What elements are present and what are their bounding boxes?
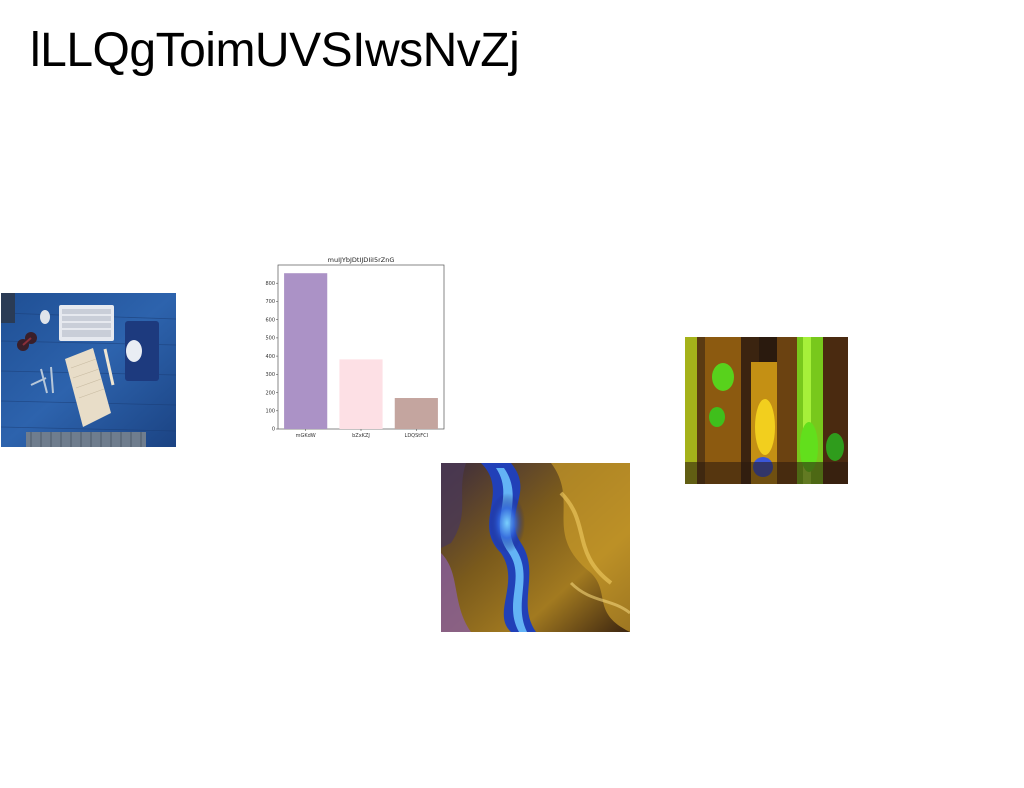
x-tick-label: LDQStFCI bbox=[405, 433, 429, 439]
y-tick-label: 300 bbox=[265, 372, 275, 378]
page-title: lLLQgToimUVSIwsNvZj bbox=[30, 24, 520, 77]
bar-LDQStFCI bbox=[394, 398, 438, 429]
y-tick-label: 0 bbox=[272, 427, 275, 433]
chart-title: muIJYbJDtIJDIiI5rZnG bbox=[328, 256, 395, 264]
y-tick-label: 700 bbox=[265, 299, 275, 305]
fluid-art-photo bbox=[441, 463, 630, 632]
x-tick-label: bZxKZJ bbox=[352, 433, 370, 439]
x-tick-label: mGKdW bbox=[296, 433, 316, 439]
bar-chart: muIJYbJDtIJDIiI5rZnG 0 100 200 300 400 500 600… bbox=[248, 252, 448, 444]
y-tick-label: 500 bbox=[265, 336, 275, 342]
bar-mGKdW bbox=[284, 273, 328, 429]
y-tick-label: 100 bbox=[265, 408, 275, 414]
bar-chart-svg: muIJYbJDtIJDIiI5rZnG 0 100 200 300 400 500 600… bbox=[265, 256, 445, 439]
y-tick-label: 200 bbox=[265, 390, 275, 396]
y-tick-label: 800 bbox=[265, 281, 275, 287]
y-tick-label: 400 bbox=[265, 354, 275, 360]
bar-bZxKZJ bbox=[339, 359, 383, 429]
lava-lamps-photo bbox=[685, 337, 848, 484]
y-tick-label: 600 bbox=[265, 317, 275, 323]
desk-photo bbox=[1, 293, 176, 447]
